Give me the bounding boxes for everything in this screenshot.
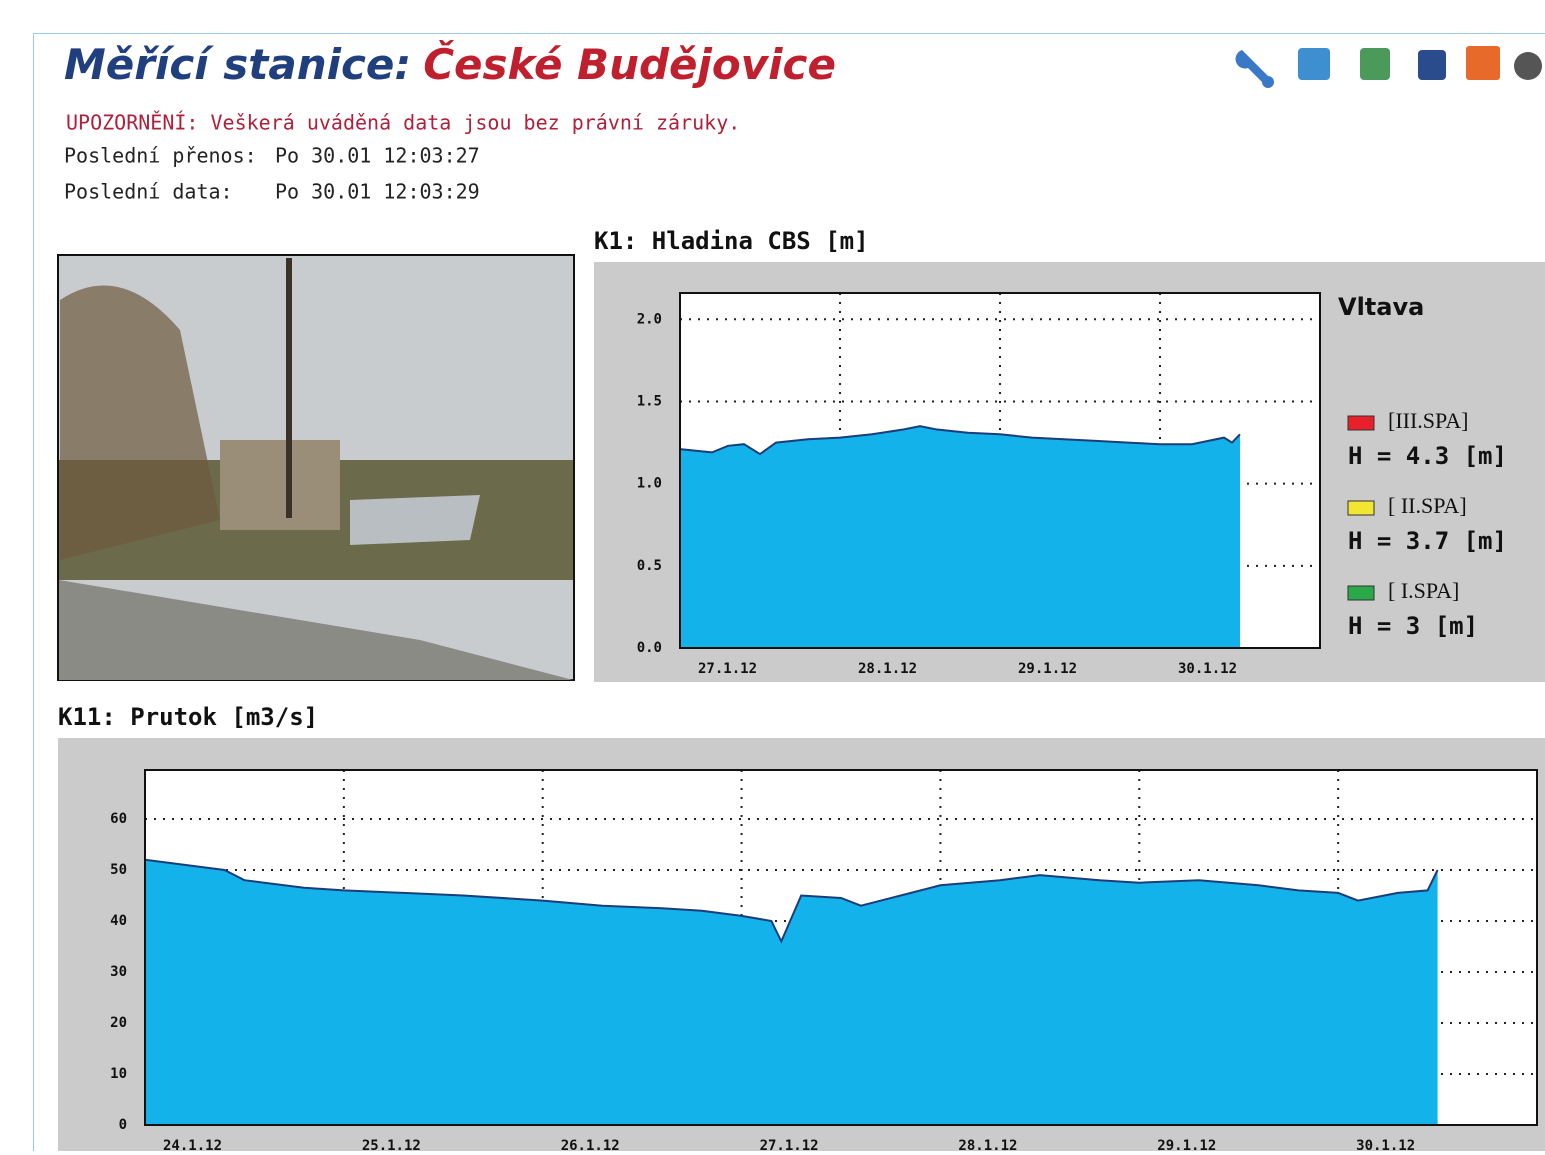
chart-title: K1: Hladina CBS [m] (594, 227, 869, 255)
info-label: Poslední data: (64, 180, 233, 204)
x-tick-label: 27.1.12 (760, 1138, 819, 1151)
y-tick-label: 60 (110, 811, 127, 827)
photo-building (220, 440, 340, 530)
info-label: Poslední přenos: (64, 144, 257, 168)
info-value: Po 30.01 12:03:27 (275, 144, 480, 168)
legend-swatch (1348, 416, 1374, 430)
x-tick-label: 26.1.12 (561, 1138, 620, 1151)
y-tick-label: 20 (110, 1015, 127, 1031)
y-tick-label: 2.0 (637, 311, 662, 327)
x-tick-label: 24.1.12 (163, 1138, 222, 1151)
river-name: Vltava (1338, 293, 1424, 321)
info-value: Po 30.01 12:03:29 (275, 180, 480, 204)
legend-swatch (1348, 501, 1374, 515)
photo-water (350, 495, 480, 545)
y-tick-label: 0 (119, 1117, 127, 1133)
legend-name: [ I.SPA] (1388, 578, 1459, 603)
screen: Měřící stanice:České Budějovice UPOZORNĚ… (0, 0, 1545, 1151)
x-tick-label: 27.1.12 (698, 661, 757, 677)
x-tick-label: 29.1.12 (1157, 1138, 1216, 1151)
tool-icon[interactable] (1298, 48, 1330, 80)
y-tick-label: 1.0 (637, 476, 662, 492)
x-tick-label: 29.1.12 (1018, 661, 1077, 677)
y-tick-label: 0.5 (637, 558, 662, 574)
title-station: České Budějovice (423, 39, 836, 89)
x-tick-label: 30.1.12 (1178, 661, 1237, 677)
y-tick-label: 50 (110, 862, 127, 878)
legend-name: [III.SPA] (1388, 408, 1468, 433)
legend-level: H = 3 [m] (1348, 612, 1478, 640)
y-tick-label: 0.0 (637, 640, 662, 656)
x-tick-label: 28.1.12 (958, 1138, 1017, 1151)
legend-swatch (1348, 586, 1374, 600)
legend-level: H = 3.7 [m] (1348, 527, 1507, 555)
page: Měřící stanice:České Budějovice UPOZORNĚ… (0, 0, 1545, 1151)
title-prefix: Měřící stanice: (64, 40, 411, 89)
legend-level: H = 4.3 [m] (1348, 442, 1507, 470)
tool-icon[interactable] (1360, 48, 1390, 80)
x-tick-label: 25.1.12 (362, 1138, 421, 1151)
y-tick-label: 1.5 (637, 393, 662, 409)
tool-icon[interactable] (1514, 52, 1542, 80)
area-fill (680, 426, 1240, 648)
station-photo (58, 255, 574, 680)
y-tick-label: 30 (110, 964, 127, 980)
x-tick-label: 30.1.12 (1356, 1138, 1415, 1151)
y-tick-label: 10 (110, 1066, 127, 1082)
chart-title: K11: Prutok [m3/s] (58, 703, 318, 731)
page-title: Měřící stanice:České Budějovice (64, 39, 836, 89)
photo-pole (286, 258, 292, 518)
tool-icon[interactable] (1418, 50, 1446, 80)
warning: UPOZORNĚNÍ: Veškerá uváděná data jsou be… (66, 111, 740, 135)
legend-name: [ II.SPA] (1388, 493, 1467, 518)
x-tick-label: 28.1.12 (858, 661, 917, 677)
y-tick-label: 40 (110, 913, 127, 929)
tool-icon[interactable] (1466, 46, 1500, 80)
